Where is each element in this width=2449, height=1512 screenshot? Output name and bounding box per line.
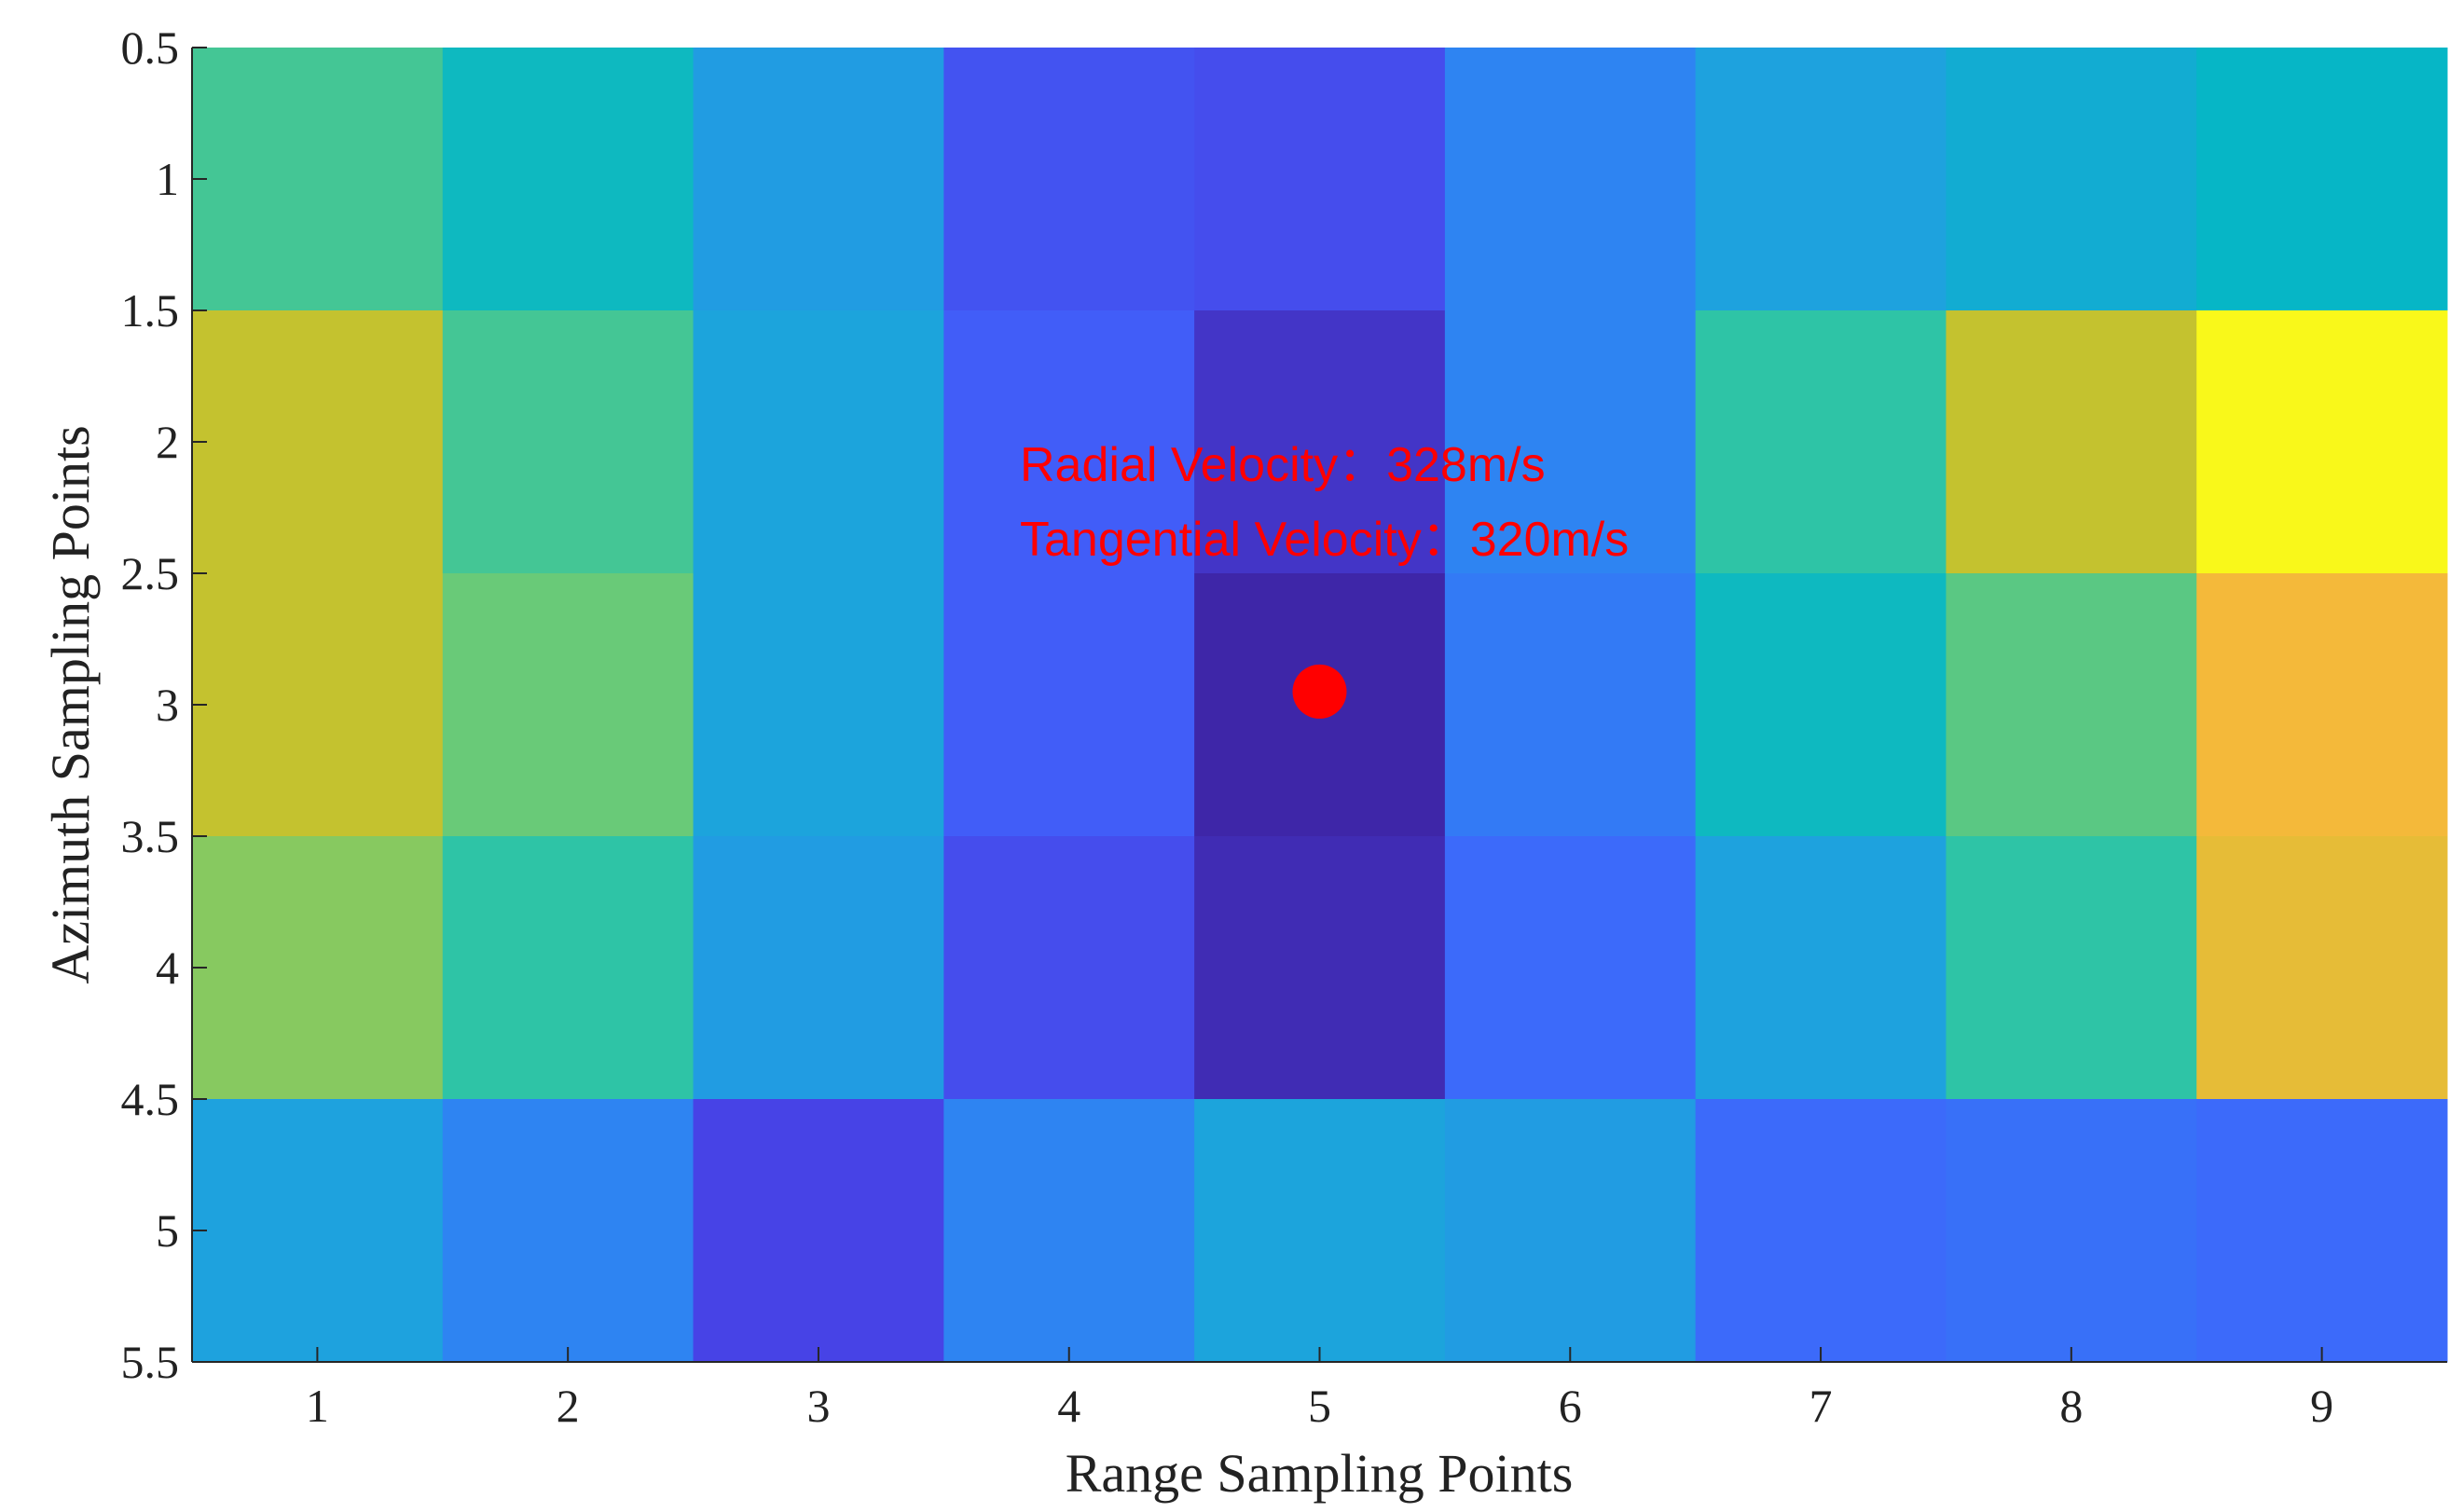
heatmap-cell bbox=[1444, 836, 1697, 1100]
heatmap-cell bbox=[943, 573, 1195, 837]
heatmap-cell bbox=[1194, 1099, 1446, 1363]
annotation: Tangential Velocity：320m/s bbox=[1020, 513, 1629, 567]
y-tick-label: 0.5 bbox=[121, 21, 180, 74]
heatmap-cell bbox=[2196, 310, 2448, 574]
heatmap-cell bbox=[192, 310, 444, 574]
heatmap-cell bbox=[1946, 1099, 2197, 1363]
heatmap-cell bbox=[693, 836, 944, 1100]
heatmap-cell bbox=[1946, 836, 2197, 1100]
heatmap-cell bbox=[693, 1099, 944, 1363]
heatmap-cell bbox=[1695, 310, 1947, 574]
heatmap-cell bbox=[192, 1099, 444, 1363]
x-tick-label: 6 bbox=[1559, 1380, 1582, 1432]
y-tick-label: 4.5 bbox=[121, 1073, 180, 1125]
heatmap-cell bbox=[1444, 573, 1697, 837]
heatmap-cell bbox=[192, 836, 444, 1100]
heatmap-cell bbox=[1194, 310, 1446, 574]
heatmap-cell bbox=[2196, 836, 2448, 1100]
marker bbox=[1292, 664, 1347, 719]
heatmap-cell bbox=[192, 48, 444, 311]
y-tick-label: 3.5 bbox=[121, 810, 180, 862]
heatmap-cell bbox=[2196, 573, 2448, 837]
heatmap-cell bbox=[943, 310, 1195, 574]
heatmap-cell bbox=[943, 1099, 1195, 1363]
x-tick-label: 8 bbox=[2059, 1380, 2083, 1432]
x-tick-label: 4 bbox=[1057, 1380, 1080, 1432]
heatmap-cell bbox=[442, 573, 695, 837]
heatmap-cell bbox=[442, 310, 695, 574]
heatmap-cell bbox=[1194, 836, 1446, 1100]
heatmap-cell bbox=[1695, 1099, 1947, 1363]
heatmap-cell bbox=[943, 48, 1195, 311]
heatmap-cell bbox=[1695, 836, 1947, 1100]
y-tick-label: 1 bbox=[156, 153, 179, 205]
heatmap-cell bbox=[192, 573, 444, 837]
heatmap-cell bbox=[693, 573, 944, 837]
y-tick-label: 3 bbox=[156, 679, 179, 731]
x-tick-label: 5 bbox=[1308, 1380, 1331, 1432]
y-tick-label: 1.5 bbox=[121, 284, 180, 337]
x-tick-label: 9 bbox=[2310, 1380, 2333, 1432]
annotation: Radial Velocity：328m/s bbox=[1020, 438, 1546, 492]
y-tick-label: 4 bbox=[156, 942, 179, 994]
x-tick-label: 7 bbox=[1809, 1380, 1833, 1432]
x-tick-label: 2 bbox=[557, 1380, 580, 1432]
x-axis-label: Range Sampling Points bbox=[1066, 1443, 1574, 1504]
heatmap-cell bbox=[1194, 48, 1446, 311]
y-tick-label: 2 bbox=[156, 416, 179, 468]
y-axis-label: Azimuth Sampling Points bbox=[40, 425, 101, 983]
heatmap-cell bbox=[1695, 48, 1947, 311]
heatmap-cell bbox=[1946, 310, 2197, 574]
heatmap-cell bbox=[1444, 1099, 1697, 1363]
heatmap-cell bbox=[1444, 310, 1697, 574]
heatmap-cell bbox=[2196, 48, 2448, 311]
heatmap-cell bbox=[1695, 573, 1947, 837]
heatmap-cell bbox=[442, 1099, 695, 1363]
x-tick-label: 1 bbox=[306, 1380, 329, 1432]
heatmap-cell bbox=[442, 48, 695, 311]
heatmap-cell bbox=[1946, 573, 2197, 837]
x-tick-label: 3 bbox=[806, 1380, 830, 1432]
y-tick-label: 2.5 bbox=[121, 547, 180, 599]
heatmap-cell bbox=[442, 836, 695, 1100]
y-tick-label: 5.5 bbox=[121, 1336, 180, 1388]
heatmap-cell bbox=[1946, 48, 2197, 311]
heatmap-cell bbox=[693, 48, 944, 311]
heatmap-cell bbox=[693, 310, 944, 574]
heatmap-cell bbox=[943, 836, 1195, 1100]
heatmap-cell bbox=[1444, 48, 1697, 311]
heatmap-cell bbox=[2196, 1099, 2448, 1363]
y-tick-label: 5 bbox=[156, 1204, 179, 1257]
